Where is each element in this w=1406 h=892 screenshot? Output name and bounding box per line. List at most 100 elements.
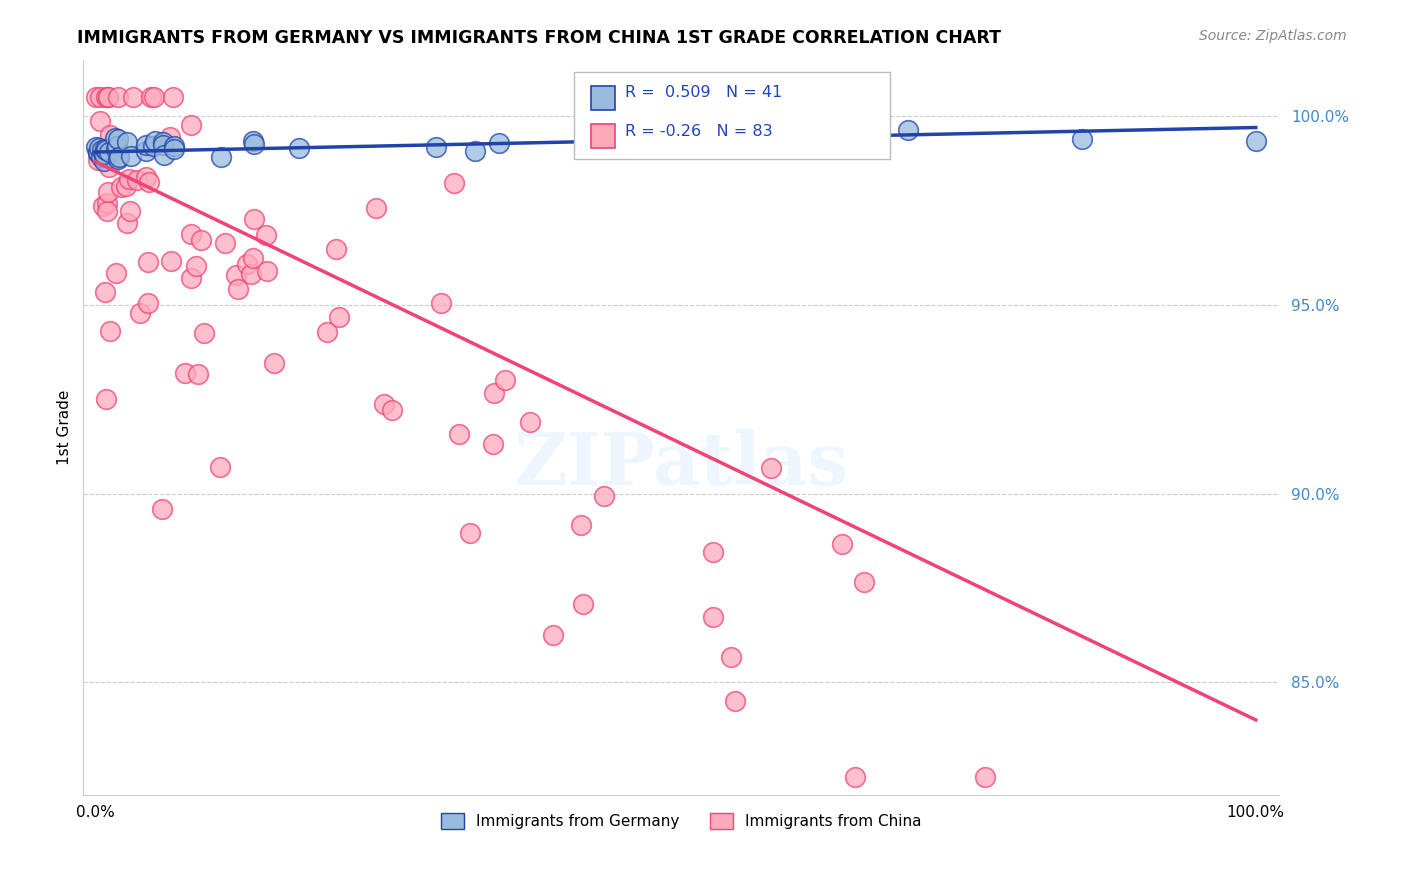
Point <box>225 268 247 283</box>
Point <box>482 437 505 451</box>
Point <box>163 142 186 156</box>
Point <box>135 170 157 185</box>
Point <box>464 145 486 159</box>
Point <box>120 149 142 163</box>
Point <box>107 152 129 166</box>
Point <box>138 175 160 189</box>
Point <box>162 90 184 104</box>
Point <box>242 211 264 226</box>
Point <box>242 134 264 148</box>
Text: ZIPatlas: ZIPatlas <box>515 429 848 500</box>
Text: R = -0.26   N = 83: R = -0.26 N = 83 <box>624 124 772 138</box>
Point <box>139 90 162 104</box>
Point <box>96 196 118 211</box>
Point <box>87 145 110 159</box>
Point <box>143 90 166 104</box>
Point <box>143 134 166 148</box>
Point <box>458 526 481 541</box>
Point <box>135 144 157 158</box>
Point <box>96 203 118 218</box>
Point <box>159 253 181 268</box>
Point <box>831 536 853 550</box>
Point <box>263 356 285 370</box>
Point <box>150 501 173 516</box>
Point <box>152 137 174 152</box>
Point <box>117 135 139 149</box>
Bar <box>592 87 616 110</box>
Point <box>541 627 564 641</box>
Point <box>288 141 311 155</box>
Point <box>97 90 120 104</box>
Point <box>142 139 165 153</box>
Point <box>381 402 404 417</box>
Point <box>138 296 160 310</box>
Point <box>214 235 236 250</box>
Text: IMMIGRANTS FROM GERMANY VS IMMIGRANTS FROM CHINA 1ST GRADE CORRELATION CHART: IMMIGRANTS FROM GERMANY VS IMMIGRANTS FR… <box>77 29 1001 46</box>
Point <box>759 461 782 475</box>
Point <box>852 574 875 589</box>
Text: R =  0.509   N = 41: R = 0.509 N = 41 <box>624 86 782 101</box>
Point <box>94 285 117 299</box>
Point <box>96 143 118 157</box>
Legend: Immigrants from Germany, Immigrants from China: Immigrants from Germany, Immigrants from… <box>434 807 928 836</box>
Point <box>702 545 724 559</box>
Point <box>152 148 174 162</box>
Point <box>180 227 202 242</box>
Point <box>97 90 120 104</box>
Point <box>193 326 215 341</box>
Point <box>96 392 118 406</box>
Point <box>896 122 918 136</box>
Point <box>87 145 110 160</box>
Point <box>571 597 593 611</box>
Point <box>1070 132 1092 146</box>
Y-axis label: 1st Grade: 1st Grade <box>58 390 72 466</box>
Point <box>443 176 465 190</box>
Point <box>571 518 593 533</box>
Point <box>105 139 128 153</box>
Point <box>239 267 262 281</box>
Point <box>115 179 138 194</box>
Point <box>373 397 395 411</box>
Point <box>328 310 350 324</box>
Point <box>84 140 107 154</box>
Point <box>449 426 471 441</box>
Point <box>107 151 129 165</box>
Point <box>104 131 127 145</box>
Point <box>94 142 117 156</box>
Point <box>519 415 541 429</box>
Point <box>138 255 160 269</box>
Point <box>325 242 347 256</box>
Point <box>180 118 202 132</box>
Point <box>104 266 127 280</box>
Point <box>780 136 803 151</box>
Point <box>98 324 121 338</box>
Point <box>91 199 114 213</box>
Point <box>187 367 209 381</box>
Point <box>129 306 152 320</box>
Point <box>91 143 114 157</box>
Point <box>242 251 264 265</box>
Point <box>120 203 142 218</box>
Point <box>121 90 143 104</box>
Point <box>89 141 111 155</box>
Point <box>174 367 197 381</box>
Point <box>97 145 120 159</box>
FancyBboxPatch shape <box>574 72 890 159</box>
Point <box>430 295 453 310</box>
Point <box>110 180 132 194</box>
Point <box>723 130 745 145</box>
Bar <box>592 124 616 148</box>
Point <box>84 90 107 104</box>
Point <box>180 270 202 285</box>
Point <box>163 139 186 153</box>
Point <box>190 233 212 247</box>
Point <box>482 386 505 401</box>
Point <box>87 153 110 168</box>
Point <box>118 171 141 186</box>
Point <box>316 326 339 340</box>
Point <box>98 161 121 175</box>
Point <box>87 146 110 161</box>
Text: Source: ZipAtlas.com: Source: ZipAtlas.com <box>1199 29 1347 43</box>
Point <box>844 770 866 784</box>
Point <box>364 201 387 215</box>
